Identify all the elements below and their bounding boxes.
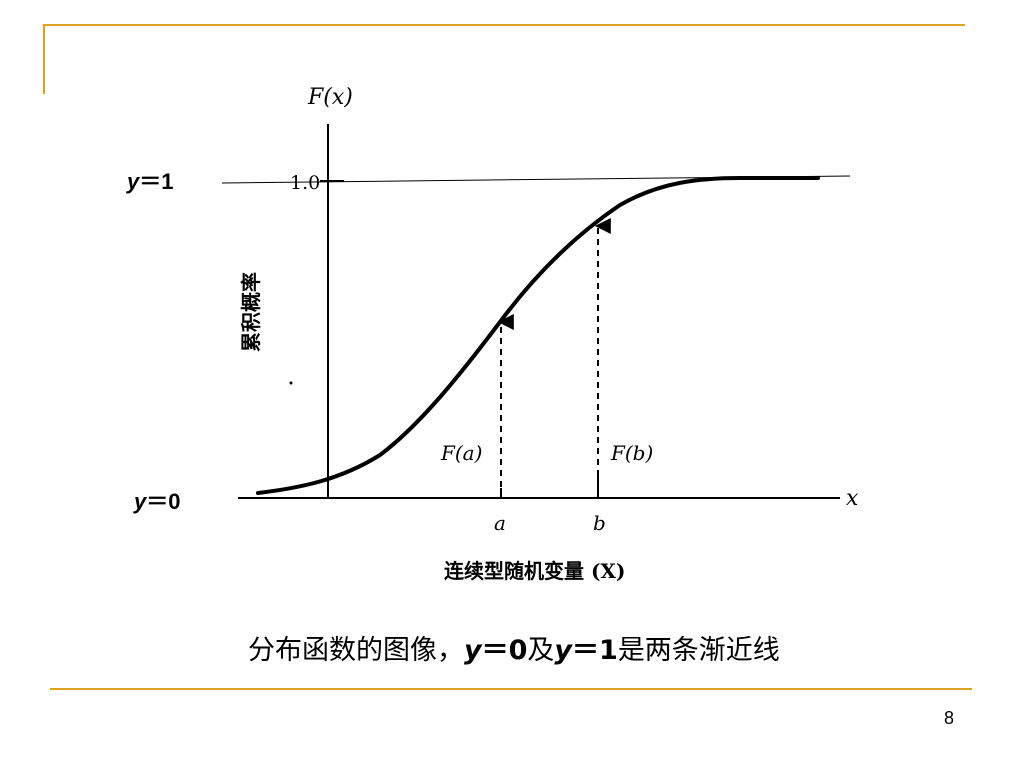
speck: [289, 381, 293, 385]
fb-label: F(b): [610, 441, 653, 465]
fa-label: F(a): [440, 441, 482, 465]
y-axis-title: 累积概率: [239, 272, 263, 352]
top-rule: [43, 24, 965, 26]
left-rule: [43, 24, 45, 94]
x-axis-title: 连续型随机变量 (X): [444, 559, 625, 583]
x-axis-label: x: [846, 486, 859, 511]
page-number: 8: [944, 708, 955, 728]
slide-caption: 分布函数的图像，y＝0及y＝1是两条渐近线: [248, 635, 780, 666]
tick-one-label: 1.0: [290, 172, 320, 194]
point-a-label: a: [494, 511, 506, 535]
lower-asymptote-label: y＝0: [134, 489, 181, 514]
upper-asymptote-label: y＝1: [127, 169, 174, 194]
cdf-curve: [256, 176, 820, 495]
y-axis-label: F(x): [307, 85, 353, 110]
bottom-rule: [50, 688, 972, 690]
point-b-label: b: [593, 511, 606, 535]
